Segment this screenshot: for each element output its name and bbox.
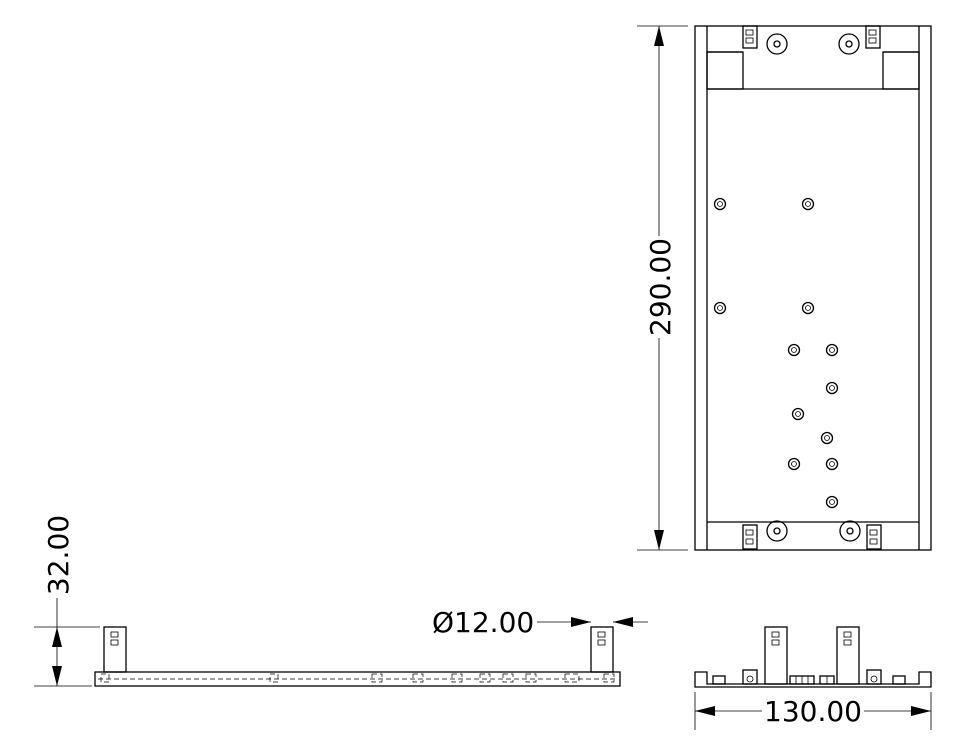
diameter-dimension: Ø12.00 — [432, 606, 648, 639]
width-dimension-label: 130.00 — [764, 695, 862, 728]
height-dimension: 32.00 — [34, 515, 100, 687]
side-post-right — [836, 626, 860, 685]
front-post-left — [103, 626, 127, 673]
front-view-base — [94, 671, 621, 687]
hidden-holes — [100, 673, 615, 683]
height-dimension-label: 32.00 — [42, 515, 75, 595]
boss-holes — [766, 33, 861, 542]
side-view: 130.00 — [694, 626, 932, 730]
side-post-left — [764, 626, 788, 685]
width-dimension: 130.00 — [694, 692, 932, 730]
front-view: 32.00 Ø12.00 — [34, 515, 648, 687]
front-post-right — [590, 626, 614, 673]
diameter-dimension-label: Ø12.00 — [432, 606, 534, 639]
top-view: 290.00 — [637, 25, 932, 551]
side-view-base — [694, 671, 932, 688]
length-dimension-label: 290.00 — [644, 238, 677, 336]
mounting-holes — [713, 197, 839, 509]
top-view-outline — [694, 25, 932, 551]
length-dimension: 290.00 — [637, 25, 688, 551]
post-marks — [742, 25, 882, 550]
